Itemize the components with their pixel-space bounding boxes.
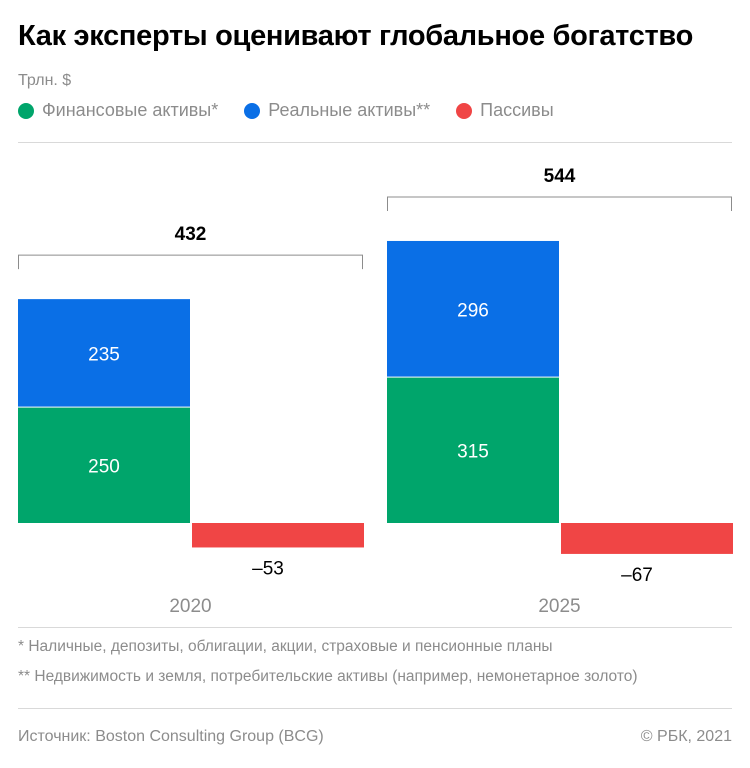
- value-label-financial-2025: 315: [457, 441, 489, 462]
- bottom-divider: [18, 627, 732, 628]
- legend-dot-financial: [18, 102, 34, 119]
- legend-dot-real: [244, 102, 261, 119]
- legend-label-financial: Финансовые активы*: [42, 100, 219, 120]
- bar-real-2020: [18, 299, 190, 407]
- total-bracket-2025: [387, 196, 732, 211]
- value-label-liabilities-2025: –67: [621, 565, 653, 586]
- value-label-real-2025: 296: [457, 300, 489, 321]
- legend-dot-liabilities: [456, 102, 473, 119]
- legend-label-real: Реальные активы**: [268, 100, 431, 120]
- total-bracket-2020: [18, 254, 363, 270]
- chart-title: Как эксперты оценивают глобальное богатс…: [18, 20, 693, 52]
- category-label-2020: 2020: [169, 596, 211, 617]
- value-label-liabilities-2020: –53: [252, 558, 284, 579]
- bar-liabilities-2020: [192, 523, 364, 548]
- legend-item-liabilities: Пассивы: [456, 100, 554, 121]
- bar-financial-2020: [18, 407, 190, 523]
- total-label-2025: 544: [544, 166, 576, 187]
- category-label-2025: 2025: [538, 596, 580, 617]
- bar-financial-2025: [387, 377, 559, 523]
- footer-divider: [18, 708, 732, 709]
- copyright: © РБК, 2021: [640, 728, 732, 745]
- footnote-financial: * Наличные, депозиты, облигации, акции, …: [18, 638, 553, 655]
- legend: Финансовые активы* Реальные активы** Пас…: [18, 100, 580, 121]
- unit-label: Трлн. $: [18, 72, 72, 89]
- bar-liabilities-2025: [561, 523, 733, 554]
- total-label-2020: 432: [175, 224, 207, 245]
- bar-real-2025: [387, 240, 559, 377]
- value-label-financial-2020: 250: [88, 456, 120, 477]
- footnote-real: ** Недвижимость и земля, потребительские…: [18, 668, 638, 685]
- legend-item-financial: Финансовые активы*: [18, 100, 218, 121]
- legend-label-liabilities: Пассивы: [480, 100, 554, 120]
- top-divider: [18, 142, 732, 143]
- legend-item-real: Реальные активы**: [244, 100, 430, 121]
- chart-area: 250 235 –53 432 2020 315 296 –67 544 2025: [18, 166, 733, 617]
- source-note: Источник: Boston Consulting Group (BCG): [18, 728, 324, 745]
- value-label-real-2020: 235: [88, 344, 120, 365]
